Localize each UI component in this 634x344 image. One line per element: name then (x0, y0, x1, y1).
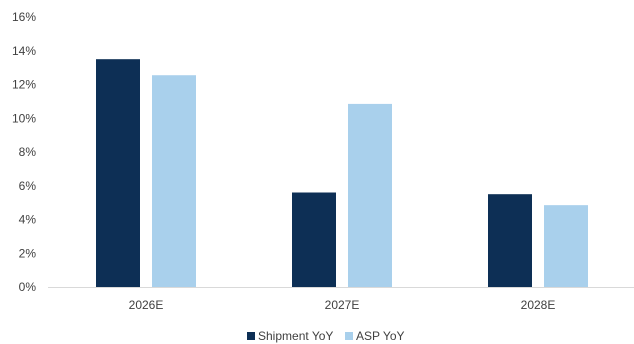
legend-label: ASP YoY (356, 329, 405, 343)
y-axis-labels: 0% 2% 4% 6% 8% 10% 12% 14% 16% (12, 10, 36, 294)
y-tick-label: 12% (12, 78, 36, 92)
legend-label: Shipment YoY (258, 329, 333, 343)
bar-asp-yoy-2028e (544, 205, 588, 287)
x-tick-label: 2028E (521, 298, 556, 312)
legend-swatch-asp-yoy (345, 332, 353, 340)
x-axis-labels: 2026E 2027E 2028E (129, 298, 556, 312)
y-tick-label: 16% (12, 10, 36, 24)
bar-shipment-yoy-2026e (96, 59, 140, 287)
bar-shipment-yoy-2028e (488, 194, 532, 287)
bars (96, 59, 588, 287)
y-tick-label: 8% (19, 145, 37, 159)
x-tick-label: 2026E (129, 298, 164, 312)
legend-swatch-shipment-yoy (247, 332, 255, 340)
y-tick-label: 6% (19, 179, 37, 193)
x-tick-label: 2027E (325, 298, 360, 312)
y-tick-label: 4% (19, 213, 37, 227)
y-tick-label: 0% (19, 280, 37, 294)
bar-shipment-yoy-2027e (292, 192, 336, 287)
y-tick-label: 10% (12, 111, 36, 125)
bar-asp-yoy-2027e (348, 103, 392, 287)
y-tick-label: 2% (19, 246, 37, 260)
bar-asp-yoy-2026e (152, 75, 196, 287)
y-tick-label: 14% (12, 44, 36, 58)
legend: Shipment YoY ASP YoY (247, 329, 405, 343)
